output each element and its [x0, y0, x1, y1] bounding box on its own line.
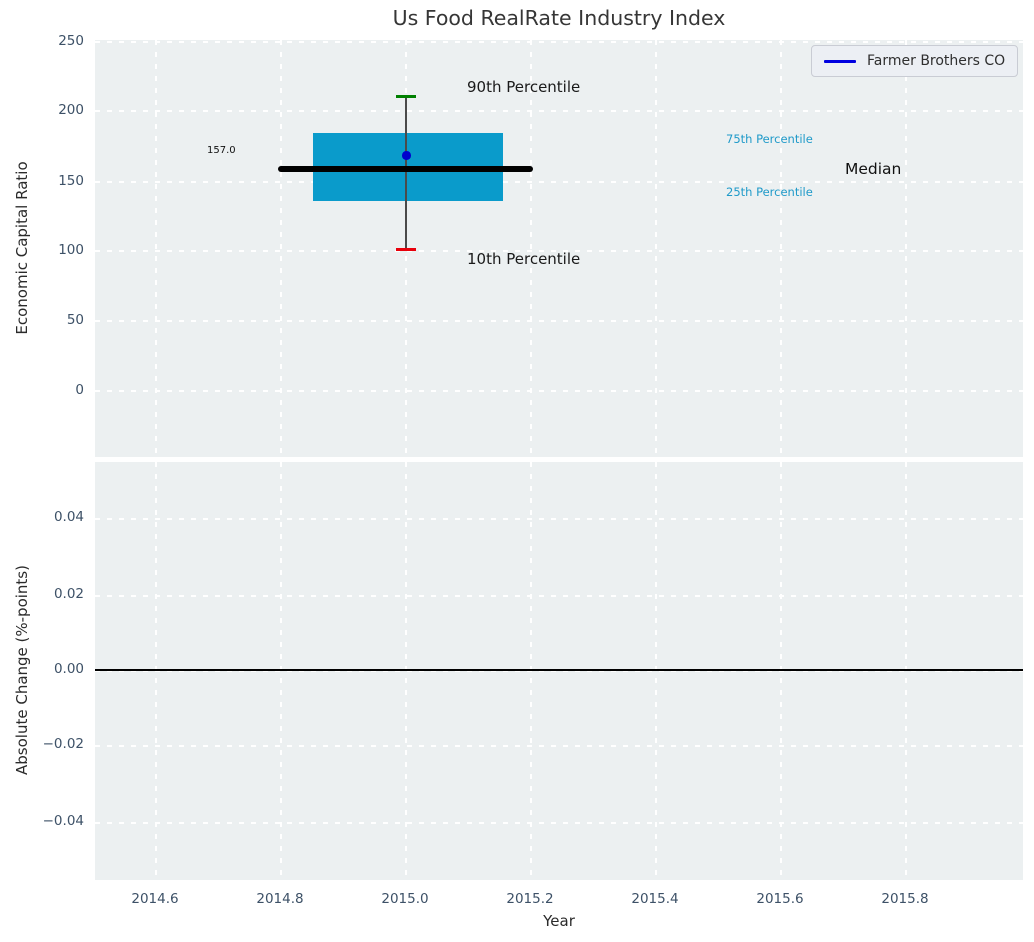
gridline [280, 40, 282, 457]
y-tick: −0.02 [42, 736, 84, 752]
legend-label: Farmer Brothers CO [867, 53, 1006, 69]
p10-percentile-label: 10th Percentile [467, 250, 581, 268]
x-tick: 2015.2 [506, 891, 554, 907]
y-tick: 200 [58, 102, 84, 118]
gridline [655, 462, 657, 880]
gridline [405, 462, 407, 880]
gridline [530, 462, 532, 880]
boxplot-whisker-line [405, 96, 407, 250]
company-marker-dot [402, 151, 411, 160]
y-tick: 250 [58, 33, 84, 49]
gridline [280, 462, 282, 880]
gridline [905, 462, 907, 880]
p75-percentile-label: 75th Percentile [726, 132, 813, 146]
bottom-plot-area [95, 462, 1023, 880]
median-word-label: Median [845, 160, 902, 178]
y-tick: 150 [58, 173, 84, 189]
chart-title: Us Food RealRate Industry Index [392, 6, 726, 30]
p25-percentile-label: 25th Percentile [726, 185, 813, 199]
gridline [95, 745, 1023, 747]
gridline [95, 110, 1023, 112]
x-axis-label: Year [543, 912, 575, 930]
gridline [95, 250, 1023, 252]
y-tick: 100 [58, 242, 84, 258]
gridline [95, 518, 1023, 520]
x-tick: 2015.6 [756, 891, 804, 907]
gridline [95, 181, 1023, 183]
gridline [95, 390, 1023, 392]
boxplot-p90-cap [396, 95, 416, 98]
y-tick: 50 [66, 312, 84, 328]
y-tick: 0.04 [53, 509, 84, 525]
y-tick: 0.00 [53, 661, 84, 677]
legend-box: Farmer Brothers CO [811, 45, 1019, 77]
x-tick: 2014.6 [131, 891, 179, 907]
x-tick: 2014.8 [256, 891, 304, 907]
gridline [95, 320, 1023, 322]
y-tick: 0 [75, 382, 84, 398]
top-plot-area: 90th Percentile 10th Percentile 157.0 75… [95, 40, 1023, 457]
gridline [905, 40, 907, 457]
zero-reference-line [95, 669, 1023, 671]
top-y-axis-label: Economic Capital Ratio [13, 161, 31, 335]
gridline [780, 462, 782, 880]
p90-percentile-label: 90th Percentile [467, 78, 581, 96]
gridline [155, 40, 157, 457]
x-tick: 2015.4 [631, 891, 679, 907]
median-value-label: 157.0 [207, 145, 236, 156]
boxplot-p10-cap [396, 248, 416, 251]
y-tick: −0.04 [42, 813, 84, 829]
gridline [780, 40, 782, 457]
gridline [95, 595, 1023, 597]
boxplot-median-line [278, 166, 533, 172]
bottom-y-axis-label: Absolute Change (%-points) [13, 565, 31, 775]
y-tick: 0.02 [53, 586, 84, 602]
gridline [530, 40, 532, 457]
gridline [655, 40, 657, 457]
legend-line-sample [824, 59, 856, 63]
gridline [95, 822, 1023, 824]
gridline [95, 41, 1023, 43]
gridline [155, 462, 157, 880]
x-tick: 2015.8 [881, 891, 929, 907]
x-tick: 2015.0 [381, 891, 429, 907]
